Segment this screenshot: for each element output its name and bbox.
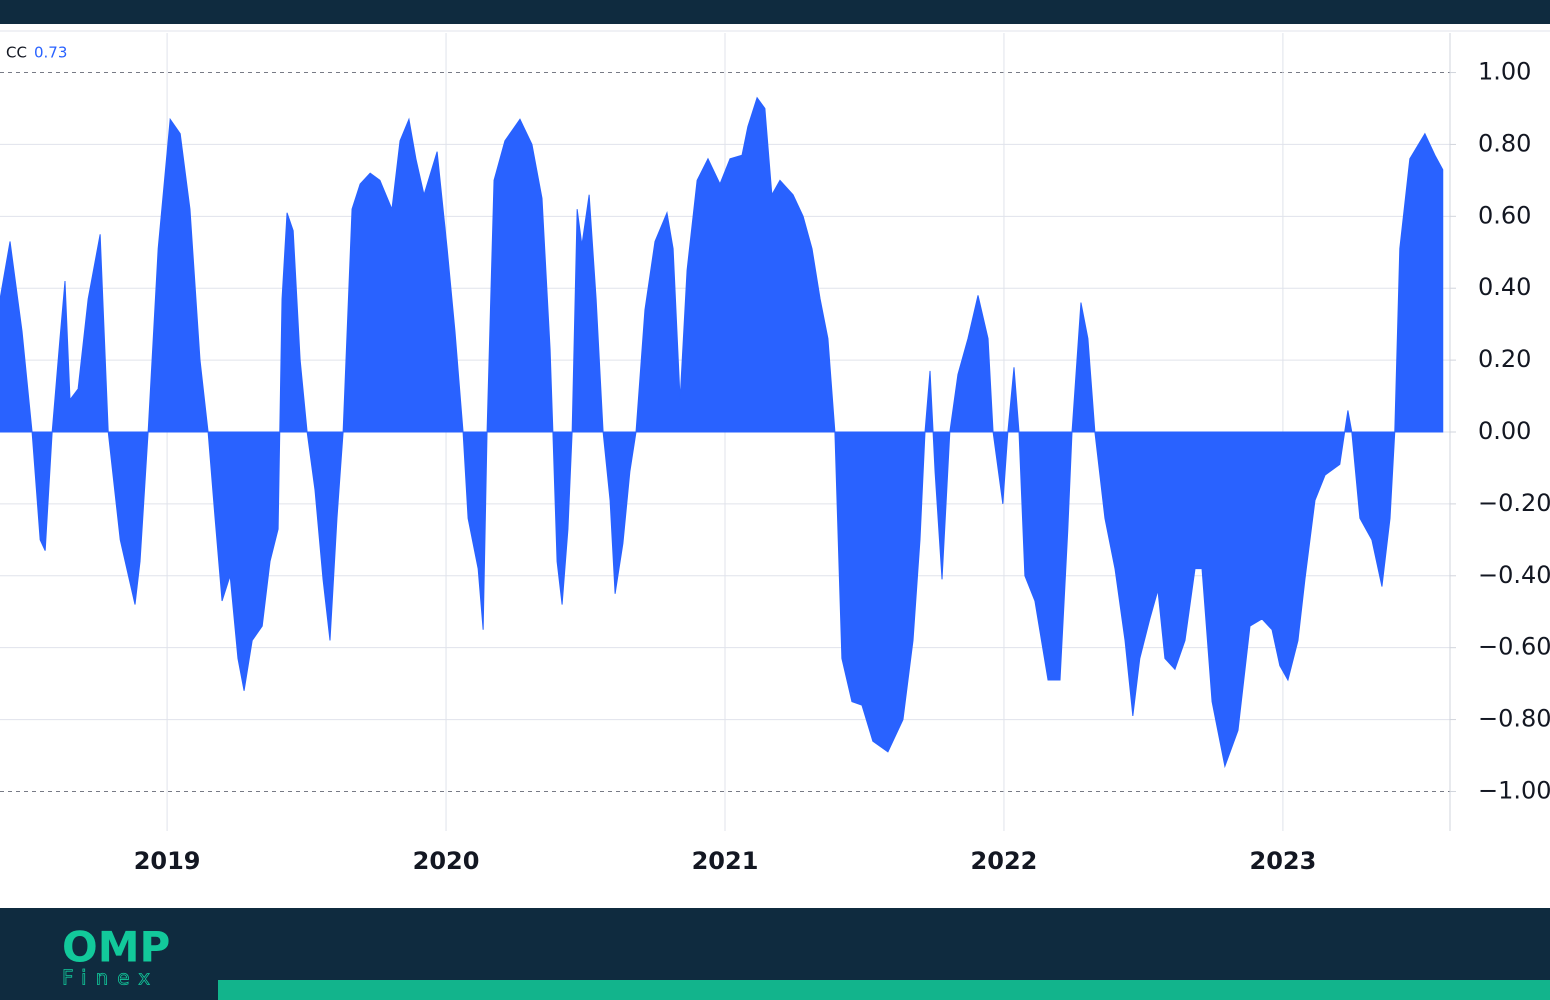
y-tick-label: −0.20 <box>1478 489 1550 517</box>
x-tick-label: 2023 <box>1250 847 1317 875</box>
y-tick-label: −0.40 <box>1478 561 1550 589</box>
y-tick-label: 0.80 <box>1478 129 1531 157</box>
x-tick-label: 2019 <box>134 847 201 875</box>
brand-tagline: Finex <box>62 966 159 990</box>
legend-name: CC <box>6 44 27 62</box>
plot <box>0 96 1444 769</box>
y-tick-label: 0.00 <box>1478 417 1531 445</box>
y-tick-label: 0.60 <box>1478 201 1531 229</box>
y-tick-label: −0.60 <box>1478 633 1550 661</box>
y-tick-label: 0.40 <box>1478 273 1531 301</box>
x-tick-label: 2022 <box>971 847 1038 875</box>
y-tick-label: 1.00 <box>1478 58 1531 86</box>
footer-stripe <box>218 980 1550 1000</box>
x-tick-label: 2021 <box>692 847 759 875</box>
x-tick-label: 2020 <box>413 847 480 875</box>
y-tick-label: 0.20 <box>1478 345 1531 373</box>
area <box>0 96 1444 769</box>
y-tick-label: −1.00 <box>1478 776 1550 804</box>
top-bar <box>0 0 1550 24</box>
axes: 1.00 0.80 0.60 0.40 0.20 0.00 −0.20 −0.40 −0.60 −… <box>134 33 1550 875</box>
legend-value: 0.73 <box>34 44 67 62</box>
y-tick-label: −0.80 <box>1478 705 1550 733</box>
brand-name: OMP <box>62 923 170 972</box>
